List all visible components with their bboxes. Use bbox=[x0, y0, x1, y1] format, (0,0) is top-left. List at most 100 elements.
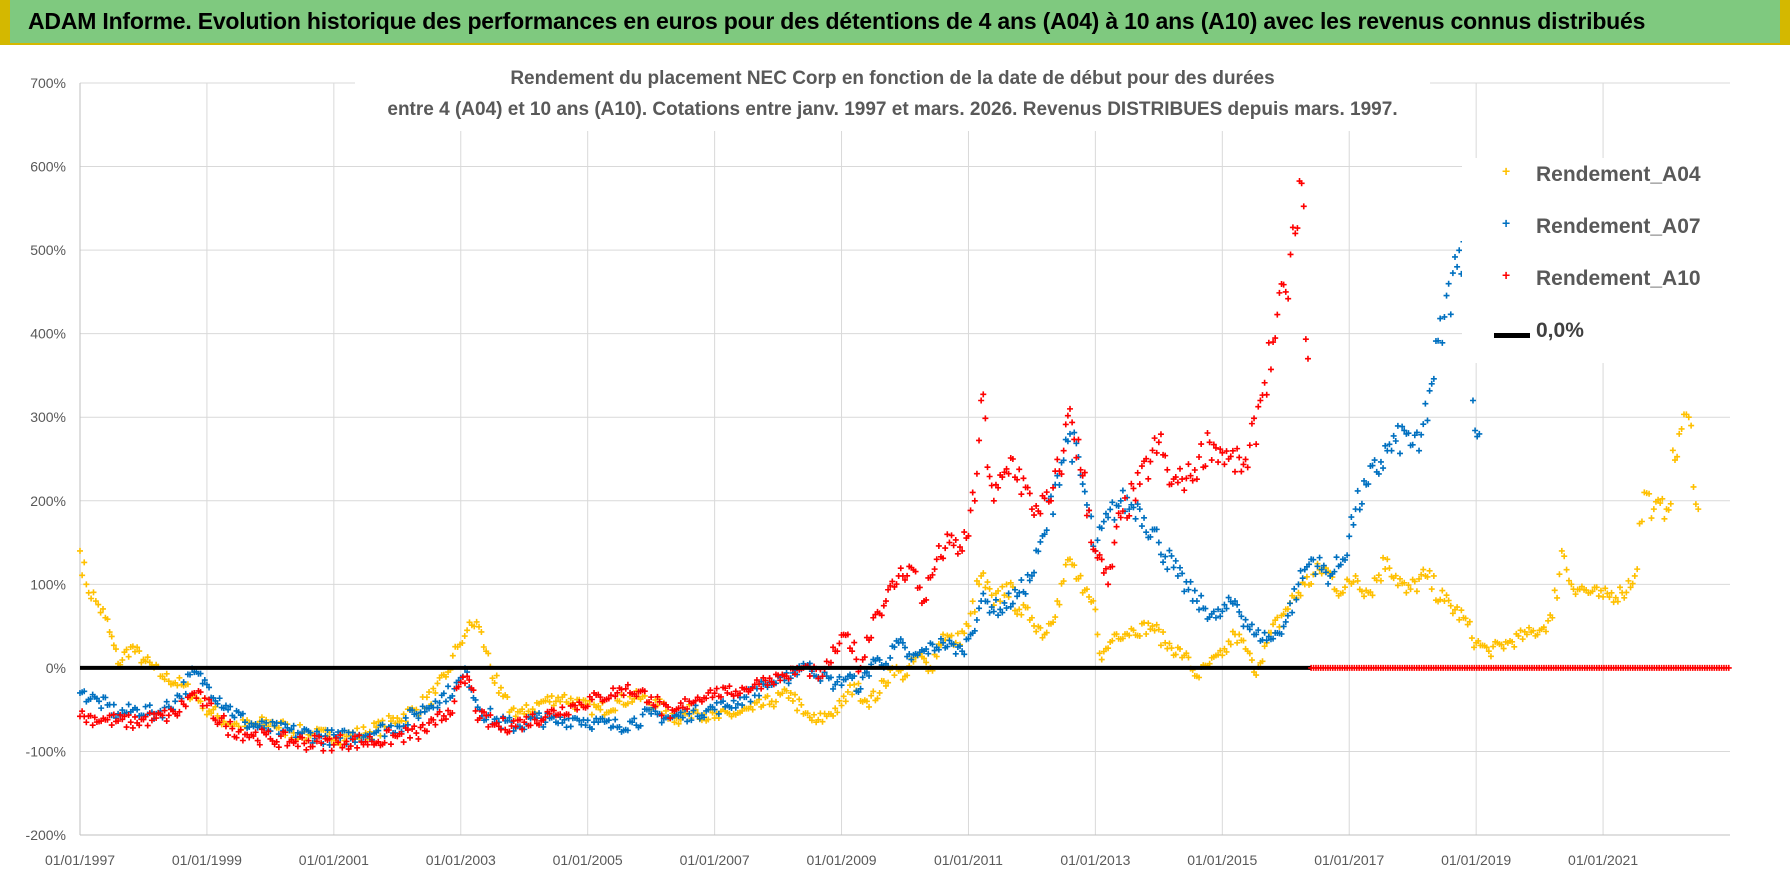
marker-rendement-a07 bbox=[677, 709, 684, 716]
marker-rendement-a07 bbox=[988, 604, 995, 611]
marker-rendement-a10 bbox=[595, 691, 602, 698]
marker-rendement-a04 bbox=[1386, 565, 1393, 572]
marker-rendement-a07 bbox=[201, 677, 208, 684]
marker-rendement-a07 bbox=[1278, 630, 1285, 637]
marker-rendement-a04 bbox=[1509, 638, 1516, 645]
banner-corner-right bbox=[1780, 0, 1790, 45]
marker-rendement-a10 bbox=[542, 714, 549, 721]
marker-rendement-a10-zero bbox=[1725, 664, 1732, 671]
marker-rendement-a04 bbox=[459, 639, 466, 646]
marker-rendement-a07 bbox=[984, 598, 991, 605]
marker-rendement-a07 bbox=[1181, 588, 1188, 595]
marker-rendement-a07 bbox=[946, 637, 953, 644]
marker-rendement-a07 bbox=[1105, 514, 1112, 521]
marker-rendement-a07 bbox=[199, 680, 206, 687]
marker-rendement-a10 bbox=[1005, 470, 1012, 477]
marker-rendement-a07 bbox=[1386, 441, 1393, 448]
marker-rendement-a10 bbox=[451, 698, 458, 705]
y-tick-label: -100% bbox=[26, 743, 66, 759]
marker-rendement-a04 bbox=[233, 720, 240, 727]
marker-rendement-a10 bbox=[1138, 463, 1145, 470]
marker-rendement-a10 bbox=[199, 702, 206, 709]
marker-rendement-a04 bbox=[1534, 631, 1541, 638]
marker-rendement-a07 bbox=[646, 706, 653, 713]
marker-rendement-a07 bbox=[599, 715, 606, 722]
marker-rendement-a10 bbox=[880, 602, 887, 609]
marker-rendement-a04 bbox=[868, 692, 875, 699]
marker-rendement-a07 bbox=[1375, 470, 1382, 477]
marker-rendement-a07 bbox=[1236, 608, 1243, 615]
marker-rendement-a04 bbox=[819, 718, 826, 725]
marker-rendement-a04 bbox=[161, 676, 168, 683]
marker-rendement-a04 bbox=[1016, 606, 1023, 613]
marker-rendement-a10 bbox=[732, 688, 739, 695]
marker-rendement-a04 bbox=[832, 705, 839, 712]
marker-rendement-a10 bbox=[988, 482, 995, 489]
marker-rendement-a04 bbox=[1380, 554, 1387, 561]
y-tick-label: 500% bbox=[30, 242, 66, 258]
marker-rendement-a10 bbox=[980, 391, 987, 398]
marker-rendement-a04 bbox=[1077, 572, 1084, 579]
marker-rendement-a04 bbox=[1086, 593, 1093, 600]
marker-rendement-a07 bbox=[1287, 600, 1293, 607]
marker-rendement-a10 bbox=[648, 694, 655, 701]
marker-rendement-a10 bbox=[320, 747, 327, 754]
marker-rendement-a10 bbox=[957, 544, 963, 551]
marker-rendement-a07 bbox=[1377, 458, 1384, 465]
marker-rendement-a10 bbox=[250, 733, 257, 740]
marker-rendement-a07 bbox=[421, 708, 428, 715]
marker-rendement-a10 bbox=[153, 715, 160, 722]
marker-rendement-a07 bbox=[487, 705, 494, 712]
marker-rendement-a04 bbox=[1526, 624, 1533, 631]
marker-rendement-a10 bbox=[123, 724, 130, 731]
marker-rendement-a07 bbox=[686, 710, 693, 717]
marker-rendement-a04 bbox=[1221, 645, 1228, 652]
marker-rendement-a10 bbox=[954, 550, 961, 557]
marker-rendement-a04 bbox=[764, 693, 771, 700]
marker-rendement-a04 bbox=[1551, 587, 1558, 594]
marker-rendement-a07 bbox=[1196, 606, 1203, 613]
marker-rendement-a10 bbox=[764, 682, 771, 689]
marker-rendement-a10 bbox=[760, 674, 767, 681]
marker-rendement-a10 bbox=[1058, 471, 1065, 478]
marker-rendement-a10 bbox=[1145, 475, 1152, 482]
marker-rendement-a04 bbox=[1094, 631, 1101, 638]
marker-rendement-a07 bbox=[992, 596, 999, 603]
marker-rendement-a04 bbox=[519, 706, 526, 713]
marker-rendement-a04 bbox=[561, 691, 568, 698]
marker-rendement-a04 bbox=[426, 689, 433, 696]
marker-rendement-a04 bbox=[1119, 635, 1126, 642]
marker-rendement-a10 bbox=[584, 703, 591, 710]
marker-rendement-a07 bbox=[1280, 623, 1287, 630]
marker-rendement-a04 bbox=[1024, 604, 1031, 611]
marker-rendement-a04 bbox=[371, 720, 378, 727]
marker-rendement-a04 bbox=[1490, 643, 1497, 650]
marker-rendement-a07 bbox=[1187, 578, 1194, 585]
marker-rendement-a10 bbox=[1232, 468, 1238, 475]
marker-rendement-a10 bbox=[1102, 565, 1109, 572]
marker-rendement-a07 bbox=[1248, 621, 1255, 628]
marker-rendement-a04 bbox=[1151, 627, 1158, 634]
marker-rendement-a04 bbox=[1458, 607, 1465, 614]
marker-rendement-a10 bbox=[225, 732, 232, 739]
marker-rendement-a07 bbox=[349, 729, 356, 736]
marker-rendement-a04 bbox=[1676, 430, 1683, 437]
marker-rendement-a07 bbox=[711, 706, 718, 713]
marker-rendement-a04 bbox=[1367, 588, 1374, 595]
marker-rendement-a10 bbox=[965, 532, 972, 539]
marker-rendement-a04 bbox=[997, 598, 1004, 605]
marker-rendement-a04 bbox=[899, 676, 906, 683]
marker-rendement-a10 bbox=[931, 566, 938, 573]
marker-rendement-a07 bbox=[701, 714, 708, 721]
marker-rendement-a04 bbox=[1056, 601, 1063, 608]
marker-rendement-a04 bbox=[1270, 621, 1277, 628]
marker-rendement-a04 bbox=[1354, 577, 1361, 584]
marker-rendement-a04 bbox=[1242, 645, 1249, 652]
marker-rendement-a07 bbox=[1141, 514, 1148, 521]
marker-rendement-a10 bbox=[392, 732, 399, 739]
marker-rendement-a04 bbox=[1149, 623, 1156, 630]
marker-rendement-a10 bbox=[984, 464, 991, 471]
marker-rendement-a10 bbox=[1105, 581, 1112, 588]
marker-rendement-a07 bbox=[1299, 575, 1306, 582]
marker-rendement-a10 bbox=[277, 733, 284, 740]
